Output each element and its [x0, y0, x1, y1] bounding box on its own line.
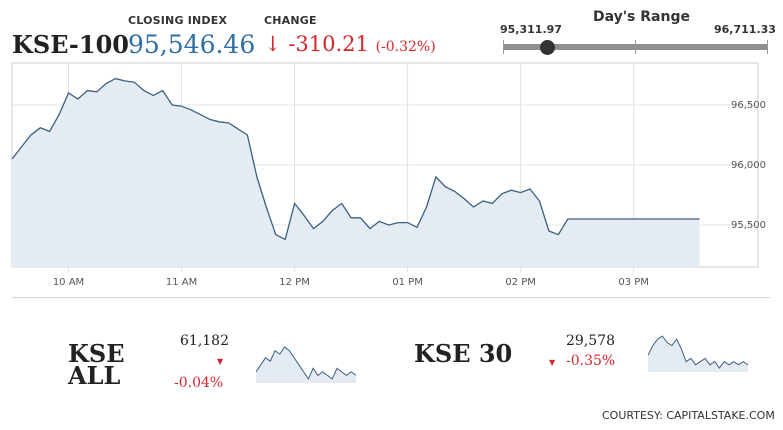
- courtesy-credit: COURTESY: CAPITALSTAKE.COM: [602, 409, 775, 422]
- y-tick-label: 96,500: [731, 100, 766, 111]
- x-tick-label: 12 PM: [279, 277, 310, 288]
- x-tick-label: 11 AM: [166, 277, 197, 288]
- days-range-title: Day's Range: [593, 9, 690, 25]
- index-name: KSE-100: [12, 30, 129, 59]
- kse-all-sparkline: [256, 346, 356, 383]
- section-divider: [12, 297, 770, 298]
- range-tick: [767, 40, 768, 54]
- y-tick-label: 96,000: [731, 160, 766, 171]
- closing-index-label: CLOSING INDEX: [128, 14, 228, 27]
- kse-all-area: [256, 347, 356, 383]
- change-label: CHANGE: [264, 14, 317, 27]
- change-percent: (-0.32%): [375, 39, 436, 55]
- kse-30-line: [648, 335, 748, 369]
- kse-all-name-line: ALL: [68, 361, 121, 390]
- y-tick-label: 95,500: [731, 220, 766, 231]
- kse-all-name-line: KSE: [68, 339, 125, 368]
- kse-all-line: [256, 346, 356, 381]
- days-range-low: 95,311.97: [500, 23, 562, 36]
- kse-30-sparkline: [648, 335, 748, 372]
- x-tick-label: 03 PM: [618, 277, 649, 288]
- kse-30-area: [648, 336, 748, 372]
- main-intraday-chart: 10 AM 11 AM 12 PM 01 PM 02 PM 03 PM 95,500 96,…: [11, 62, 766, 288]
- change-value: -310.21: [288, 32, 369, 56]
- x-tick-label: 10 AM: [53, 277, 84, 288]
- kse-all-value: 61,182: [180, 333, 229, 349]
- x-tick-label: 02 PM: [505, 277, 536, 288]
- down-arrow-icon: ↓: [264, 32, 282, 56]
- kse-30-name: KSE 30: [414, 339, 513, 368]
- down-triangle-icon: ▼: [217, 357, 224, 366]
- x-tick-label: 01 PM: [392, 277, 423, 288]
- days-range-high: 96,711.33: [714, 23, 776, 36]
- range-tick: [635, 40, 636, 54]
- index-area: [12, 78, 700, 267]
- kse-30-value: 29,578: [566, 333, 615, 349]
- change-value-group: ↓ -310.21 (-0.32%): [264, 32, 436, 56]
- down-triangle-icon: ▼: [549, 358, 556, 367]
- closing-index-value: 95,546.46: [128, 30, 256, 59]
- kse-all-change: -0.04%: [174, 375, 224, 391]
- kse-30-change: -0.35%: [566, 353, 616, 369]
- range-tick: [503, 40, 504, 54]
- days-range-marker: [540, 40, 556, 55]
- kse-all-name: KSE ALL: [68, 339, 128, 390]
- index-line: [11, 77, 700, 241]
